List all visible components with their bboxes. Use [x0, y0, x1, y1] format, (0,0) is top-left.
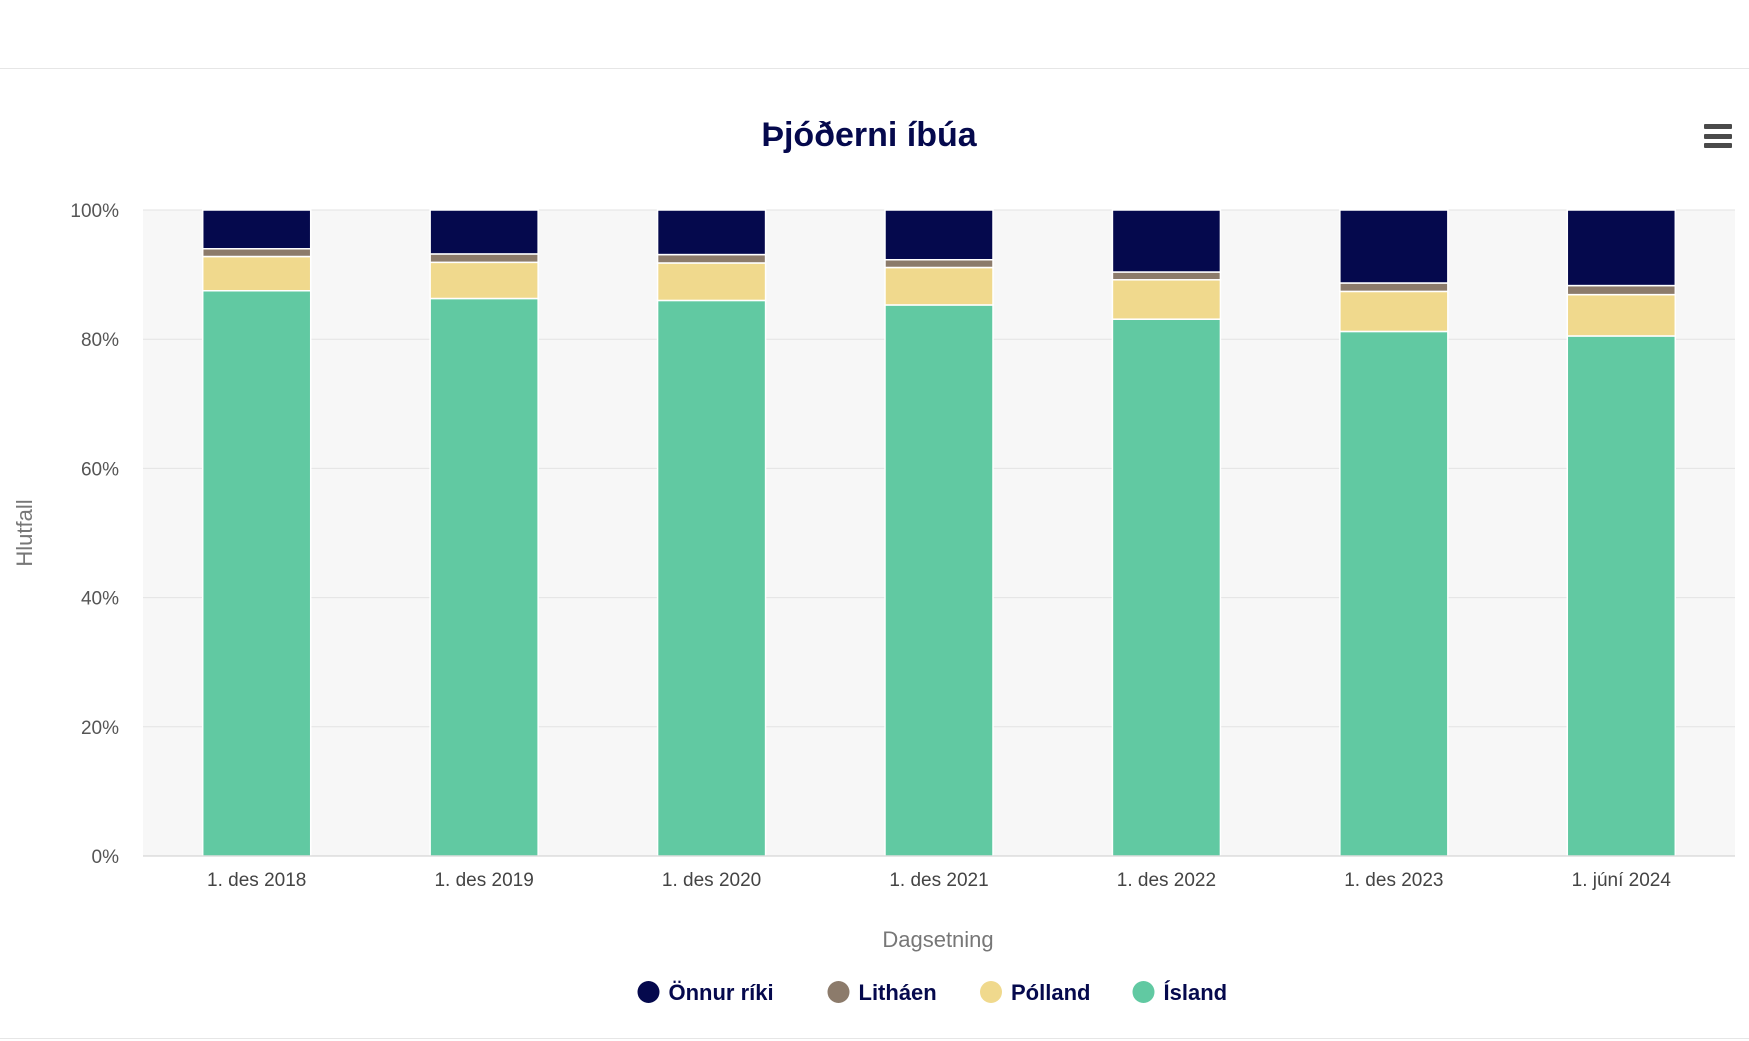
bar-segment[interactable] [429, 261, 539, 300]
bars [201, 209, 1677, 857]
menu-bar [1704, 124, 1732, 129]
bar-segment[interactable] [1339, 282, 1449, 293]
legend-item[interactable]: Önnur ríki [637, 980, 774, 1005]
x-tick-label: 1. des 2023 [1344, 870, 1443, 891]
bar-segment[interactable] [1339, 290, 1449, 333]
chart-title: Þjóðerni íbúa [761, 116, 977, 154]
bar-segment[interactable] [1111, 318, 1222, 857]
bar-segment[interactable] [1339, 330, 1449, 857]
menu-bar [1704, 133, 1732, 139]
y-tick-label: 60% [81, 459, 119, 480]
y-tick-label: 40% [81, 589, 119, 610]
bar-segment[interactable] [1566, 293, 1677, 337]
bar-segment[interactable] [1339, 209, 1449, 284]
x-tick-label: 1. des 2020 [662, 870, 761, 891]
bar-segment[interactable] [884, 304, 994, 857]
bar-segment[interactable] [884, 209, 994, 261]
legend-item[interactable]: Ísland [1132, 980, 1228, 1005]
bar-segment[interactable] [656, 209, 767, 256]
legend-item[interactable]: Litháen [827, 980, 937, 1005]
x-tick-label: 1. des 2018 [207, 870, 306, 891]
x-axis-title: Dagsetning [882, 927, 993, 952]
y-tick-label: 20% [81, 718, 119, 739]
legend-marker [1132, 981, 1155, 1003]
bar-segment[interactable] [884, 258, 994, 269]
bar-segment[interactable] [429, 297, 539, 857]
y-tick-label: 0% [92, 847, 120, 868]
bar-segment[interactable] [1566, 209, 1677, 287]
legend-marker [637, 981, 660, 1003]
x-tick-label: 1. des 2021 [889, 870, 988, 891]
x-tick-label: 1. júní 2024 [1572, 870, 1672, 891]
bar-segment[interactable] [1111, 209, 1222, 273]
y-axis-title: Hlutfall [12, 499, 37, 566]
bar-segment[interactable] [656, 299, 767, 857]
bottom-divider [0, 1038, 1749, 1039]
legend-marker [980, 981, 1002, 1003]
bar-segment[interactable] [1566, 284, 1677, 296]
y-tick-labels: 0% 20% 40% 60% 80% 100% [70, 201, 119, 868]
bar-segment[interactable] [201, 248, 312, 258]
x-tick-label: 1. des 2019 [434, 870, 533, 891]
bar-segment[interactable] [1566, 335, 1677, 857]
legend-marker [827, 981, 850, 1003]
legend-item[interactable]: Pólland [980, 980, 1090, 1005]
x-tick-labels: 1. des 2018 1. des 2019 1. des 2020 1. des … [207, 870, 1671, 891]
bar-segment[interactable] [429, 253, 539, 264]
bar-segment[interactable] [201, 255, 312, 292]
bar-segment[interactable] [656, 262, 767, 302]
legend: Önnur ríki Litháen Pólland Ísland [637, 980, 1228, 1005]
bar-segment[interactable] [656, 253, 767, 264]
y-tick-label: 100% [70, 201, 119, 222]
legend-label: Önnur ríki [669, 980, 774, 1005]
bar-segment[interactable] [429, 209, 539, 255]
bar-segment[interactable] [1111, 279, 1222, 320]
top-divider [0, 68, 1749, 69]
y-tick-label: 80% [81, 330, 119, 351]
legend-label: Litháen [859, 980, 937, 1005]
legend-label: Pólland [1011, 980, 1090, 1005]
bar-segment[interactable] [884, 266, 994, 306]
bar-segment[interactable] [1111, 271, 1222, 281]
menu-bar [1704, 143, 1732, 148]
chart-menu-button[interactable] [1704, 124, 1732, 148]
bar-segment[interactable] [201, 290, 312, 857]
legend-label: Ísland [1164, 980, 1228, 1005]
x-tick-label: 1. des 2022 [1117, 870, 1216, 891]
bar-segment[interactable] [201, 209, 312, 250]
